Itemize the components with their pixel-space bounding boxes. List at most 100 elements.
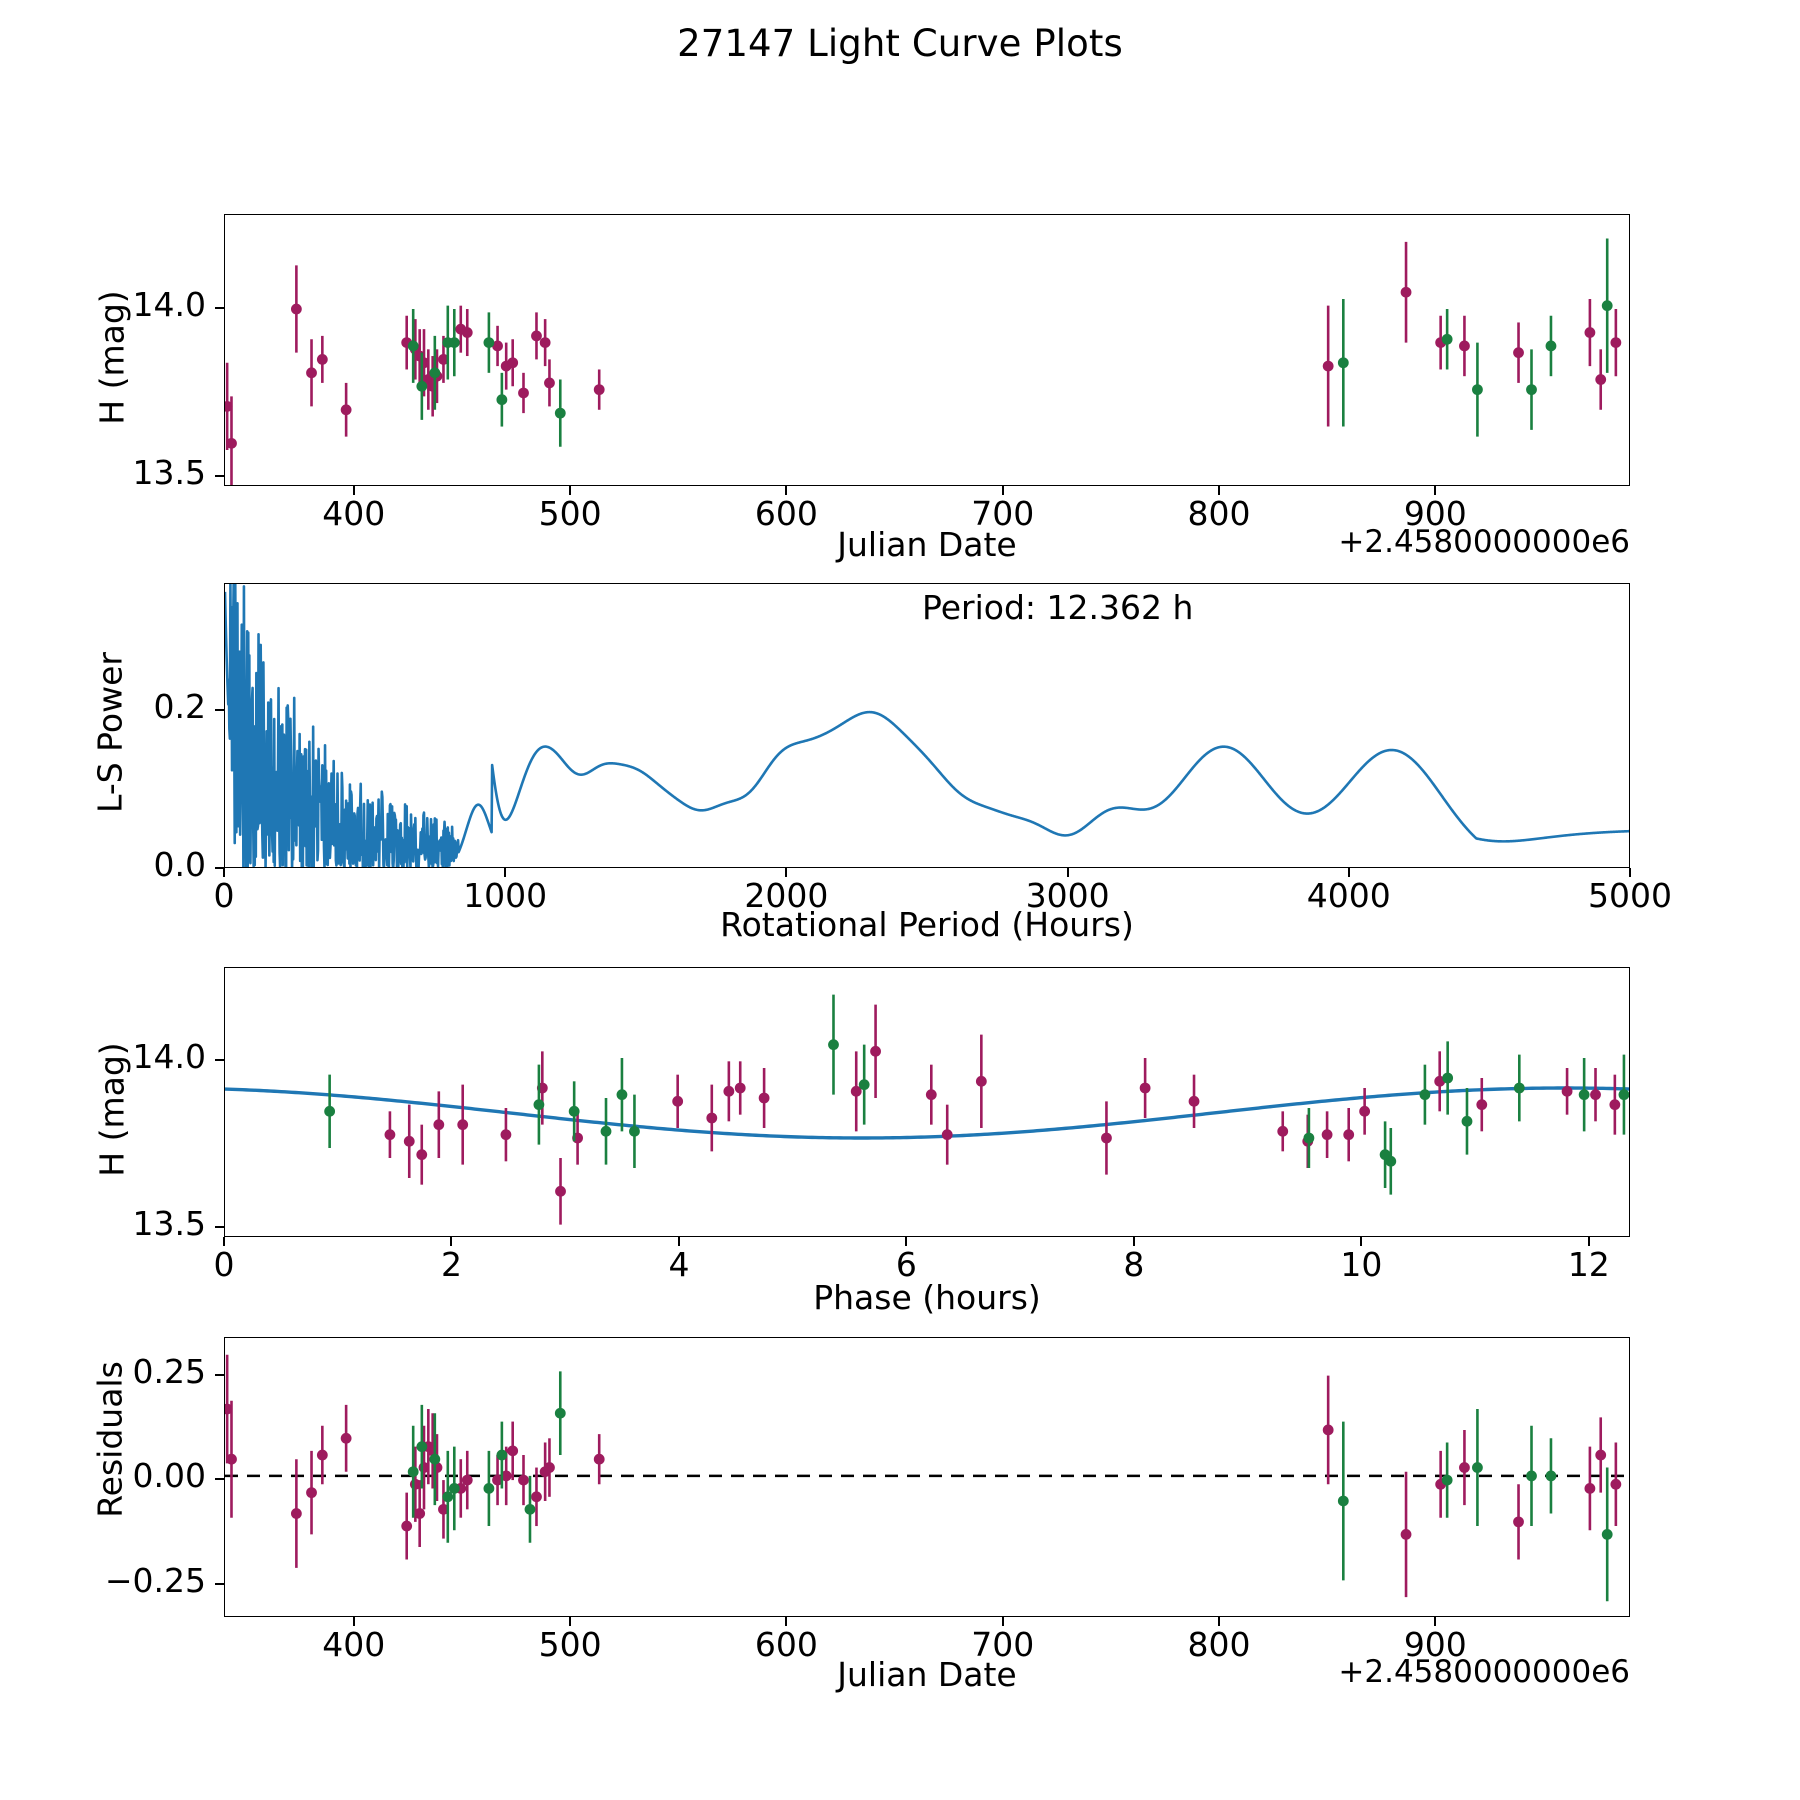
data-point: [442, 1491, 454, 1503]
data-point: [316, 1449, 328, 1461]
data-point: [457, 1119, 469, 1131]
data-point: [483, 1483, 495, 1494]
y-tick-mark: [215, 1373, 224, 1376]
data-point: [1513, 1516, 1524, 1528]
data-point: [416, 1441, 428, 1453]
data-point: [1545, 1470, 1557, 1482]
axis-offset-panel1: +2.4580000000e6: [1338, 524, 1630, 560]
y-tick-label: −0.25: [104, 1560, 206, 1600]
data-point: [1321, 1129, 1333, 1141]
data-point: [518, 387, 529, 399]
x-tick-mark: [1434, 486, 1437, 495]
y-tick-label: 0.25: [132, 1351, 206, 1391]
data-point: [226, 437, 237, 449]
data-point: [1601, 300, 1613, 312]
data-point: [539, 337, 551, 348]
data-point: [461, 1474, 473, 1486]
scatter-layer: [225, 994, 1629, 1225]
data-point: [1526, 384, 1537, 396]
data-point: [340, 404, 352, 416]
data-point: [1513, 1082, 1525, 1094]
data-point: [1584, 1483, 1596, 1494]
data-point: [555, 1185, 566, 1197]
data-point: [1441, 333, 1453, 345]
panel-periodogram: [224, 583, 1630, 868]
x-tick-label: 8: [1123, 1245, 1145, 1284]
y-tick-label: 14.0: [132, 285, 206, 325]
x-tick-mark: [1587, 1237, 1590, 1246]
axis-offset-panel4: +2.4580000000e6: [1338, 1654, 1630, 1690]
plot-area-light-curve: [225, 215, 1629, 485]
y-tick-label: 14.0: [132, 1037, 206, 1077]
y-tick-label: 13.5: [132, 1204, 206, 1243]
x-tick-label: 800: [1187, 1625, 1251, 1664]
data-point: [554, 1407, 566, 1419]
x-tick-mark: [1132, 1237, 1135, 1246]
x-tick-mark: [223, 1237, 225, 1246]
x-tick-label: 600: [754, 1625, 818, 1664]
x-tick-label: 400: [322, 494, 386, 533]
x-tick-mark: [1434, 1617, 1437, 1626]
x-tick-label: 4000: [1306, 876, 1391, 915]
data-point: [1595, 374, 1607, 385]
data-point: [672, 1095, 684, 1107]
data-point: [616, 1089, 628, 1101]
data-point: [1472, 384, 1483, 396]
data-point: [340, 1432, 352, 1444]
plot-area-phased: [225, 968, 1629, 1236]
x-tick-label: 600: [754, 494, 818, 533]
data-point: [1526, 1470, 1537, 1482]
data-point: [1322, 360, 1334, 372]
data-point: [448, 337, 460, 348]
data-point: [483, 337, 495, 348]
x-tick-mark: [1218, 486, 1220, 495]
x-tick-label: 400: [322, 1625, 386, 1664]
data-point: [496, 394, 508, 406]
x-tick-label: 900: [1403, 494, 1467, 533]
data-point: [828, 1039, 839, 1051]
data-point: [1459, 340, 1470, 352]
period-annotation: Period: 12.362 h: [922, 588, 1194, 627]
data-point: [568, 1105, 580, 1117]
axis-label-x-panel4: Julian Date: [837, 1655, 1017, 1694]
data-point: [850, 1085, 862, 1097]
data-point: [1618, 1089, 1629, 1101]
x-tick-mark: [905, 1237, 908, 1246]
data-point: [1578, 1089, 1590, 1101]
data-point: [461, 327, 473, 338]
data-point: [554, 407, 566, 419]
data-point: [723, 1085, 735, 1097]
data-point: [925, 1089, 937, 1101]
x-tick-mark: [504, 868, 507, 877]
data-point: [507, 1445, 519, 1457]
x-tick-label: 2000: [744, 876, 829, 915]
x-tick-mark: [785, 486, 788, 495]
y-tick-mark: [215, 1478, 224, 1481]
data-point: [324, 1105, 336, 1117]
data-point: [518, 1474, 529, 1486]
x-tick-mark: [1360, 1237, 1363, 1246]
x-tick-label: 10: [1340, 1245, 1383, 1284]
data-point: [593, 1453, 605, 1465]
x-tick-label: 2: [440, 1245, 462, 1284]
data-point: [500, 1470, 512, 1482]
data-point: [507, 357, 519, 369]
data-point: [870, 1045, 881, 1057]
data-point: [403, 1135, 415, 1147]
x-tick-label: 0: [213, 1245, 235, 1284]
data-point: [290, 303, 302, 315]
axis-label-x-panel3: Phase (hours): [813, 1278, 1041, 1317]
data-point: [1476, 1099, 1488, 1111]
plot-area-periodogram: [225, 584, 1629, 867]
data-point: [1609, 1099, 1621, 1111]
y-tick-mark: [215, 867, 224, 869]
data-point: [1359, 1105, 1371, 1117]
data-point: [306, 1487, 317, 1499]
x-tick-mark: [785, 868, 788, 877]
x-tick-mark: [1629, 868, 1631, 877]
data-point: [1419, 1089, 1431, 1101]
y-tick-mark: [215, 474, 224, 477]
data-point: [1545, 340, 1557, 352]
data-point: [500, 1129, 512, 1141]
